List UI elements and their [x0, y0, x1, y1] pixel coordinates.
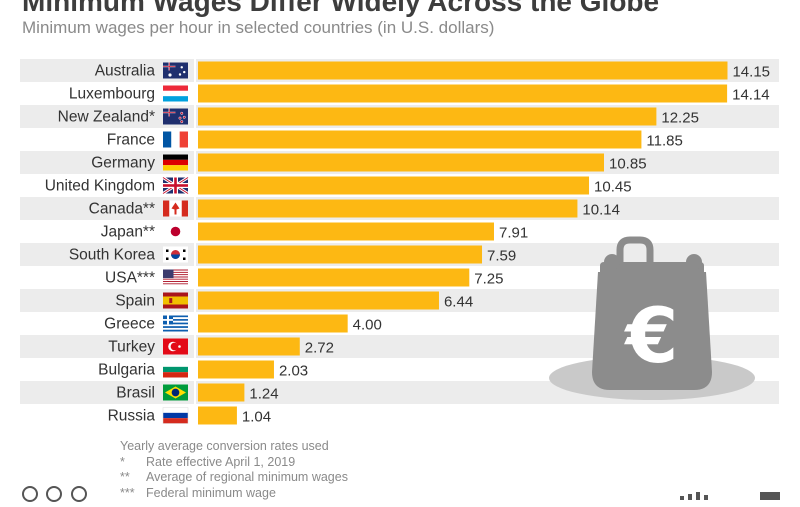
value-label: 6.44: [444, 294, 473, 311]
footnote-text: Federal minimum wage: [146, 485, 276, 500]
chart-title: Minimum Wages Differ Widely Across the G…: [22, 0, 660, 17]
category-label: Bulgaria: [98, 362, 155, 379]
france-flag-icon: [163, 131, 188, 148]
value-label: 1.24: [249, 386, 278, 403]
russia-flag-icon: [162, 407, 189, 424]
value-label: 7.91: [499, 225, 528, 242]
category-label: USA***: [105, 270, 155, 287]
brand-logo-icon: [680, 492, 780, 500]
value-label: 2.72: [305, 340, 334, 357]
footnote-text: Rate effective April 1, 2019: [146, 454, 296, 469]
footnote: Yearly average conversion rates used: [120, 439, 348, 455]
value-label: 10.45: [594, 179, 632, 196]
category-label: Turkey: [108, 339, 155, 356]
brazil-flag-icon: [163, 384, 188, 401]
value-label: 4.00: [353, 317, 382, 334]
category-label: South Korea: [69, 247, 156, 264]
chart-subtitle: Minimum wages per hour in selected count…: [22, 18, 495, 37]
new-zealand-flag-icon: [163, 108, 188, 125]
category-label: Australia: [95, 63, 156, 80]
south-korea-flag-icon: [163, 246, 188, 263]
bar: [198, 153, 604, 172]
value-label: 12.25: [661, 110, 699, 127]
category-label: Japan**: [101, 224, 155, 241]
footnote: *** Federal minimum wage: [120, 486, 348, 502]
footnote-text: Yearly average conversion rates used: [120, 439, 329, 453]
bar: [198, 199, 578, 218]
category-label: United Kingdom: [45, 178, 155, 195]
value-label: 10.85: [609, 156, 647, 173]
bar: [198, 107, 657, 126]
bar: [198, 222, 494, 241]
bar: [198, 406, 237, 425]
bar: [198, 176, 590, 195]
license-icons: [22, 486, 91, 507]
svg-text:€: €: [624, 291, 679, 380]
bar: [198, 291, 439, 310]
category-label: Luxembourg: [69, 86, 155, 103]
value-label: 14.14: [732, 87, 770, 104]
uk-flag-icon: [162, 176, 189, 195]
bar: [198, 360, 274, 379]
spain-flag-icon: [163, 292, 188, 309]
category-label: France: [107, 132, 155, 149]
bar: [198, 268, 470, 287]
category-label: Spain: [115, 293, 155, 310]
value-label: 7.25: [474, 271, 503, 288]
canada-flag-icon: [163, 200, 188, 217]
footnote-mark: **: [120, 470, 130, 484]
category-label: Germany: [91, 155, 155, 172]
bar: [198, 314, 348, 333]
bar-chart: Australia 14.15 Luxembourg 14.14 New Zealand…: [20, 59, 779, 427]
value-label: 2.03: [279, 363, 308, 380]
euro-coin-purse-icon: €: [549, 236, 755, 400]
greece-flag-icon: [163, 315, 188, 332]
bar: [198, 61, 728, 80]
bar: [198, 383, 245, 402]
category-label: Brasil: [116, 385, 155, 402]
bar: [198, 130, 642, 149]
footnote-mark: ***: [120, 485, 135, 500]
bar: [198, 245, 483, 264]
footnotes: Yearly average conversion rates used * Rat…: [120, 439, 348, 501]
luxembourg-flag-icon: [163, 85, 188, 102]
bulgaria-flag-icon: [163, 361, 188, 378]
value-label: 11.85: [646, 133, 682, 150]
footnote: ** Average of regional minimum wages: [120, 470, 348, 486]
germany-flag-icon: [163, 154, 188, 171]
value-label: 10.14: [582, 202, 620, 219]
category-label: New Zealand*: [58, 109, 155, 126]
footnote: * Rate effective April 1, 2019: [120, 455, 348, 471]
footnote-mark: *: [120, 454, 125, 469]
footnote-text: Average of regional minimum wages: [146, 470, 348, 484]
category-label: Canada**: [89, 201, 155, 218]
turkey-flag-icon: [163, 338, 188, 355]
category-label: Greece: [104, 316, 155, 333]
value-label: 7.59: [487, 248, 516, 265]
japan-flag-icon: [163, 223, 188, 240]
bar: [198, 337, 300, 356]
value-label: 1.04: [242, 409, 271, 426]
bar: [198, 84, 728, 103]
value-label: 14.15: [732, 64, 770, 81]
australia-flag-icon: [163, 62, 188, 79]
category-label: Russia: [108, 408, 156, 425]
usa-flag-icon: [163, 269, 188, 286]
